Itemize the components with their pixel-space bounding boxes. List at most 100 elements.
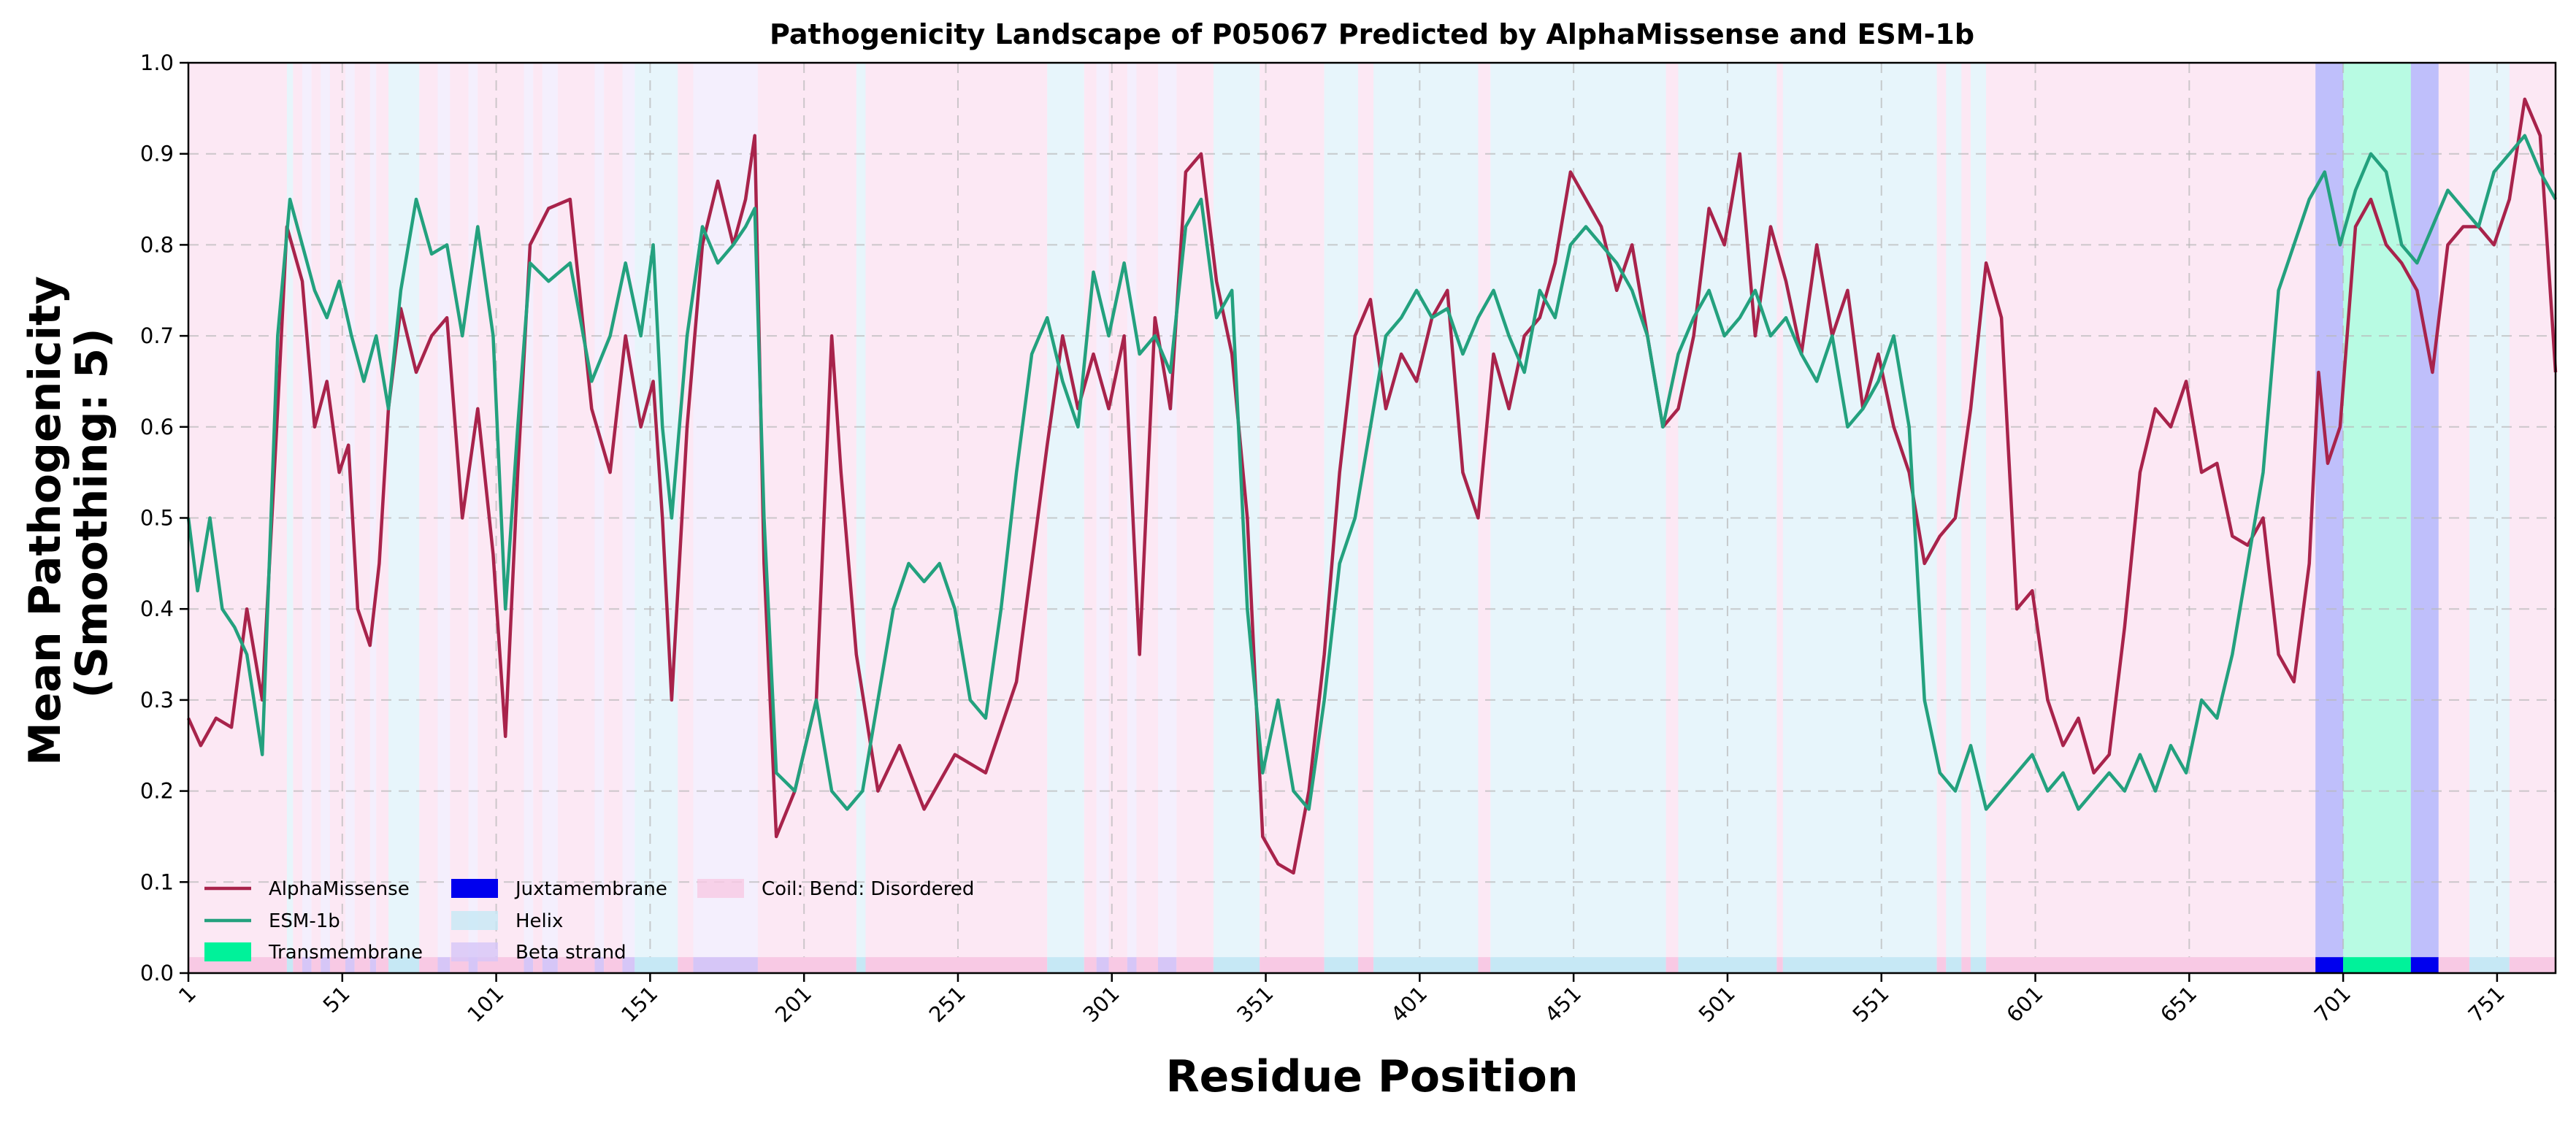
y-tick-label-1: 0.1 — [140, 869, 174, 894]
legend-label: Helix — [515, 910, 563, 932]
region-shade-coil-43 — [1478, 63, 1491, 973]
region-band-coil-35 — [1136, 957, 1158, 973]
legend-label: Transmembrane — [268, 942, 423, 964]
x-tick-label-10: 501 — [1694, 981, 1740, 1027]
x-tick-label-5: 251 — [924, 981, 970, 1027]
region-band-coil-18 — [533, 957, 543, 973]
region-shade-beta-5 — [321, 63, 330, 973]
series-line-esm-1b — [186, 134, 2557, 811]
region-band-beta-21 — [594, 957, 605, 973]
region-shade-coil-59 — [2509, 63, 2556, 973]
region-band-juxta-56 — [2410, 957, 2439, 973]
y-axis-ticks: 0.0 0.1 0.2 0.3 0.4 0.5 0.6 0.7 0.8 0.9 1.0 — [140, 50, 188, 985]
region-band-coil-47 — [1776, 957, 1783, 973]
y-tick-label-5: 0.5 — [140, 506, 174, 531]
region-band-coil-41 — [1358, 957, 1374, 973]
legend-swatch-patch — [451, 879, 498, 898]
y-tick-label-10: 1.0 — [140, 50, 174, 75]
x-tick-label-15: 751 — [2464, 981, 2510, 1027]
region-shade-helix-1 — [286, 63, 294, 973]
y-axis-label: Mean Pathogenicity (Smoothing: 5) — [20, 261, 118, 766]
region-band-helix-44 — [1490, 957, 1666, 973]
region-band-beta-17 — [524, 957, 534, 973]
legend-label: Coil: Bend: Disordered — [762, 878, 974, 900]
region-shade-coil-18 — [533, 63, 543, 973]
region-band-coil-37 — [1176, 957, 1214, 973]
y-tick-label-6: 0.6 — [140, 415, 174, 439]
region-band-coil-39 — [1260, 957, 1325, 973]
legend-label: AlphaMissense — [269, 878, 410, 900]
region-band-helix-11 — [388, 957, 420, 973]
region-band-helix-38 — [1213, 957, 1260, 973]
region-band-beta-34 — [1127, 957, 1137, 973]
region-band-helix-24 — [635, 957, 678, 973]
region-band-coil-6 — [329, 957, 346, 973]
legend-label: Juxtamembrane — [514, 878, 667, 900]
region-band-beta-9 — [369, 957, 377, 973]
region-band-coil-10 — [376, 957, 389, 973]
legend-item-juxtamembrane: Juxtamembrane — [451, 878, 667, 900]
region-band-coil-43 — [1478, 957, 1491, 973]
x-tick-label-11: 551 — [1847, 981, 1893, 1027]
region-band-beta-36 — [1157, 957, 1177, 973]
y-axis-label-line-2: (Smoothing: 5) — [66, 328, 118, 698]
region-band-helix-46 — [1678, 957, 1777, 973]
legend-swatch-patch — [451, 942, 498, 961]
y-tick-label-4: 0.4 — [140, 596, 174, 621]
region-band-helix-42 — [1373, 957, 1479, 973]
x-tick-label-4: 201 — [770, 981, 816, 1027]
region-band-coil-51 — [1961, 957, 1971, 973]
legend-swatch-patch — [451, 911, 498, 930]
region-band-coil-31 — [1084, 957, 1097, 973]
region-band-helix-1 — [286, 957, 294, 973]
region-band-coil-20 — [557, 957, 595, 973]
region-band-beta-23 — [622, 957, 635, 973]
region-band-coil-45 — [1665, 957, 1679, 973]
region-band-helix-58 — [2469, 957, 2510, 973]
y-tick-label-8: 0.8 — [140, 232, 174, 257]
y-axis-label-line-1: Mean Pathogenicity — [20, 276, 71, 766]
region-band-coil-12 — [419, 957, 438, 973]
legend-item-alphamissense: AlphaMissense — [204, 878, 410, 900]
x-tick-label-13: 651 — [2155, 981, 2201, 1027]
region-band-beta-26 — [693, 957, 758, 973]
legend-item-beta-strand: Beta strand — [451, 942, 626, 964]
legend-label: ESM-1b — [269, 910, 340, 932]
region-band-coil-49 — [1936, 957, 1947, 973]
x-tick-label-6: 301 — [1078, 981, 1124, 1027]
x-tick-label-9: 451 — [1540, 981, 1586, 1027]
x-tick-label-14: 701 — [2309, 981, 2355, 1027]
region-band-helix-30 — [1047, 957, 1084, 973]
region-band-coil-2 — [293, 957, 302, 973]
legend-item-coil-bend-disordered: Coil: Bend: Disordered — [697, 878, 974, 900]
region-band-coil-8 — [354, 957, 370, 973]
x-tick-label-7: 351 — [1232, 981, 1278, 1027]
x-tick-label-3: 151 — [616, 981, 662, 1027]
x-axis-ticks: 1 51 101 151 201 251 301 351 401 451 501 551 601 651 7… — [174, 973, 2510, 1027]
region-band-coil-53 — [1986, 957, 2316, 973]
y-tick-label-2: 0.2 — [140, 779, 174, 804]
region-shade-coil-47 — [1776, 63, 1783, 973]
legend-swatch-patch — [204, 942, 251, 961]
region-band-tm-55 — [2343, 957, 2411, 973]
y-tick-label-9: 0.9 — [140, 142, 174, 166]
legend-label: Beta strand — [515, 942, 626, 964]
region-band-helix-28 — [856, 957, 866, 973]
y-tick-label-3: 0.3 — [140, 688, 174, 712]
region-band-helix-50 — [1946, 957, 1962, 973]
region-shade-coil-45 — [1665, 63, 1679, 973]
region-band-coil-4 — [311, 957, 321, 973]
y-tick-label-7: 0.7 — [140, 323, 174, 348]
region-band-coil-29 — [865, 957, 1048, 973]
x-tick-label-8: 401 — [1386, 981, 1432, 1027]
series-layer — [186, 97, 2558, 875]
legend-item-helix: Helix — [451, 910, 563, 932]
region-band-coil-33 — [1108, 957, 1127, 973]
region-band-helix-40 — [1324, 957, 1359, 973]
region-band-beta-3 — [302, 957, 312, 973]
x-tick-label-2: 101 — [462, 981, 508, 1027]
region-band-coil-59 — [2509, 957, 2556, 973]
y-tick-label-0: 0.0 — [140, 961, 174, 985]
